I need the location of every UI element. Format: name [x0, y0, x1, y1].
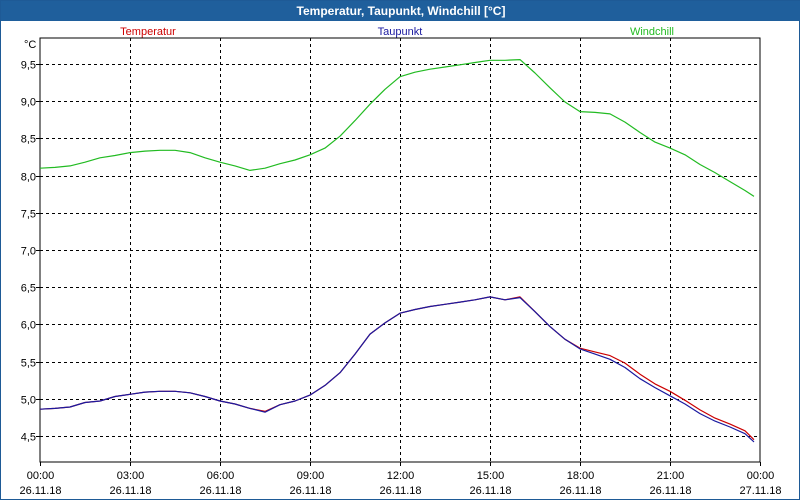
y-tick-label: 6,0	[21, 320, 36, 332]
x-tick-date-label: 26.11.18	[559, 485, 601, 497]
x-tick-date-label: 26.11.18	[469, 485, 511, 497]
series-line-taupunkt	[39, 296, 755, 443]
series-line-windchill	[39, 58, 755, 197]
x-tick-date-label: 26.11.18	[109, 485, 151, 497]
chart-title: Temperatur, Taupunkt, Windchill [°C]	[1, 1, 800, 21]
x-tick-time-label: 15:00	[477, 470, 505, 482]
x-tick-date-label: 26.11.18	[19, 485, 61, 497]
legend-entry-taupunkt: Taupunkt	[378, 26, 423, 38]
y-tick-label: 9,0	[21, 97, 36, 109]
x-tick-time-label: 03:00	[117, 470, 145, 482]
y-axis-unit-label: °C	[24, 39, 36, 51]
y-tick-label: 4,5	[21, 432, 36, 444]
x-tick-time-label: 06:00	[207, 470, 235, 482]
x-tick-time-label: 09:00	[297, 470, 325, 482]
x-tick-date-label: 27.11.18	[739, 485, 781, 497]
y-tick-label: 5,0	[21, 395, 36, 407]
y-tick-label: 5,5	[21, 358, 36, 370]
x-tick-date-label: 26.11.18	[199, 485, 241, 497]
y-tick-label: 8,0	[21, 172, 36, 184]
x-tick-time-label: 12:00	[387, 470, 415, 482]
y-tick-label: 9,5	[21, 60, 36, 72]
legend-entry-windchill: Windchill	[630, 26, 674, 38]
legend-entry-temperatur: Temperatur	[120, 26, 176, 38]
x-tick-date-label: 26.11.18	[289, 485, 331, 497]
x-tick-time-label: 18:00	[567, 470, 595, 482]
x-tick-time-label: 00:00	[747, 470, 775, 482]
y-tick-label: 8,5	[21, 134, 36, 146]
y-tick-label: 7,5	[21, 209, 36, 221]
x-tick-time-label: 00:00	[27, 470, 55, 482]
x-tick-date-label: 26.11.18	[379, 485, 421, 497]
x-tick-date-label: 26.11.18	[649, 485, 691, 497]
series-line-temperatur	[39, 296, 755, 441]
x-tick-time-label: 21:00	[657, 470, 685, 482]
y-tick-label: 7,0	[21, 246, 36, 258]
y-tick-label: 6,5	[21, 283, 36, 295]
